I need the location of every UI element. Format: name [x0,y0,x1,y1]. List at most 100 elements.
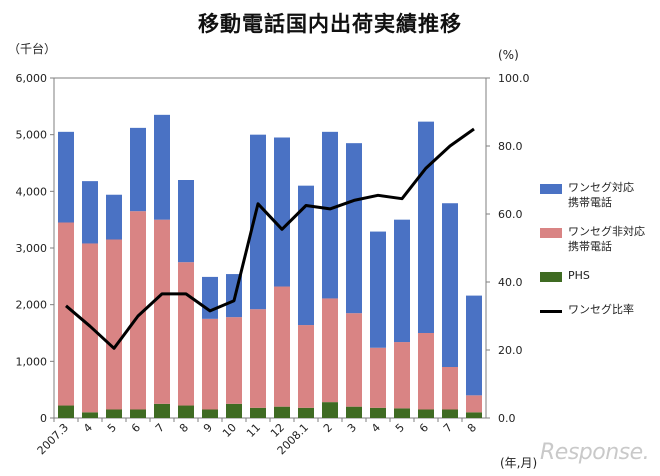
y2-axis-tick-label: 20.0 [498,344,523,357]
bar-phs [274,406,290,418]
x-axis-tick-label: 3 [345,421,359,435]
bar-non-oneseg [58,222,74,406]
legend-swatch-oneseg [540,184,562,194]
x-axis-tick-label: 9 [201,421,215,435]
legend-item-non-oneseg: ワンセグ非対応 携帯電話 [540,224,660,268]
bar-phs [346,406,362,418]
bar-oneseg [274,137,290,287]
bar-non-oneseg [202,318,218,410]
x-axis-tick-label: 2 [321,421,335,435]
bar-oneseg [370,231,386,348]
x-axis-tick-label: 6 [129,421,143,435]
legend-label-ratio: ワンセグ比率 [568,303,634,316]
legend-line-ratio [540,310,562,313]
bar-oneseg [106,194,122,240]
y2-axis-tick-label: 80.0 [498,140,523,153]
y-axis-tick-label: 2,000 [16,299,48,312]
y-axis-tick-label: 5,000 [16,129,48,142]
bar-oneseg [178,180,194,263]
legend-item-phs: PHS [540,268,660,302]
bar-non-oneseg [226,317,242,404]
legend-label-oneseg: ワンセグ対応 携帯電話 [568,181,634,209]
bar-phs [130,409,146,418]
bar-non-oneseg [370,347,386,408]
x-axis-tick-label: 10 [220,421,239,440]
legend: ワンセグ対応 携帯電話 ワンセグ非対応 携帯電話 PHS ワンセグ比率 [540,180,660,346]
y2-axis-tick-label: 60.0 [498,208,523,221]
bar-phs [82,412,98,418]
y-axis-tick-label: 1,000 [16,355,48,368]
x-axis-tick-label: 4 [369,421,383,435]
y-axis-tick-label: 6,000 [16,72,48,85]
bar-non-oneseg [442,367,458,410]
bar-phs [370,407,386,418]
bar-phs [58,405,74,418]
x-axis-tick-label: 12 [268,421,287,440]
y2-axis-tick-label: 40.0 [498,276,523,289]
right-axis-unit: (%) [498,48,519,62]
bar-phs [226,403,242,418]
bar-oneseg [250,134,266,310]
y-axis-tick-label: 3,000 [16,242,48,255]
legend-label-phs: PHS [568,269,590,282]
bar-phs [418,409,434,418]
bar-oneseg [394,219,410,343]
legend-item-oneseg: ワンセグ対応 携帯電話 [540,180,660,224]
bar-phs [154,403,170,418]
bar-oneseg [130,127,146,212]
bar-phs [298,407,314,418]
x-axis-tick-label: 5 [105,421,119,435]
bar-oneseg [418,121,434,333]
bar-oneseg [298,185,314,326]
bar-non-oneseg [346,313,362,407]
x-axis-tick-label: 11 [244,421,263,440]
x-axis-tick-label: 8 [465,421,479,435]
bar-phs [178,405,194,418]
watermark: Response. [540,440,650,465]
y-axis-tick-label: 0 [40,412,47,425]
x-axis-tick-label: 4 [81,421,95,435]
bar-non-oneseg [106,239,122,410]
bar-oneseg [346,143,362,314]
left-axis-unit: （千台） [8,42,57,56]
legend-item-ratio: ワンセグ比率 [540,302,660,346]
legend-label-non-oneseg: ワンセグ非対応 携帯電話 [568,225,645,253]
bar-non-oneseg [466,395,482,413]
bar-non-oneseg [322,298,338,403]
bar-oneseg [442,203,458,367]
x-axis-tick-label: 8 [177,421,191,435]
bar-oneseg [322,131,338,299]
bar-phs [202,409,218,418]
legend-swatch-non-oneseg [540,228,562,238]
bar-non-oneseg [154,219,170,404]
bar-phs [394,408,410,418]
bar-non-oneseg [130,211,146,410]
x-axis-tick-label: 7 [441,421,455,435]
ratio-line [65,127,475,350]
bar-oneseg [154,114,170,220]
legend-swatch-phs [540,272,562,282]
x-axis-tick-label: 7 [153,421,167,435]
bar-oneseg [202,276,218,319]
bar-non-oneseg [394,342,410,409]
bar-phs [442,409,458,418]
bar-phs [466,412,482,418]
x-axis-unit: (年,月) [500,456,538,470]
bar-oneseg [82,181,98,244]
chart-title: 移動電話国内出荷実績推移 [198,12,462,36]
y-axis-tick-label: 4,000 [16,185,48,198]
bar-non-oneseg [178,262,194,406]
bar-phs [250,407,266,418]
y2-axis-tick-label: 0.0 [498,412,516,425]
bar-non-oneseg [274,286,290,407]
x-axis-tick-label: 2007.3 [35,421,71,457]
x-axis-tick-label: 5 [393,421,407,435]
bar-oneseg [466,295,482,396]
bar-oneseg [58,131,74,223]
bar-non-oneseg [418,333,434,410]
bar-non-oneseg [250,309,266,408]
bar-non-oneseg [298,325,314,408]
bar-phs [322,402,338,418]
y2-axis-tick-label: 100.0 [498,72,530,85]
